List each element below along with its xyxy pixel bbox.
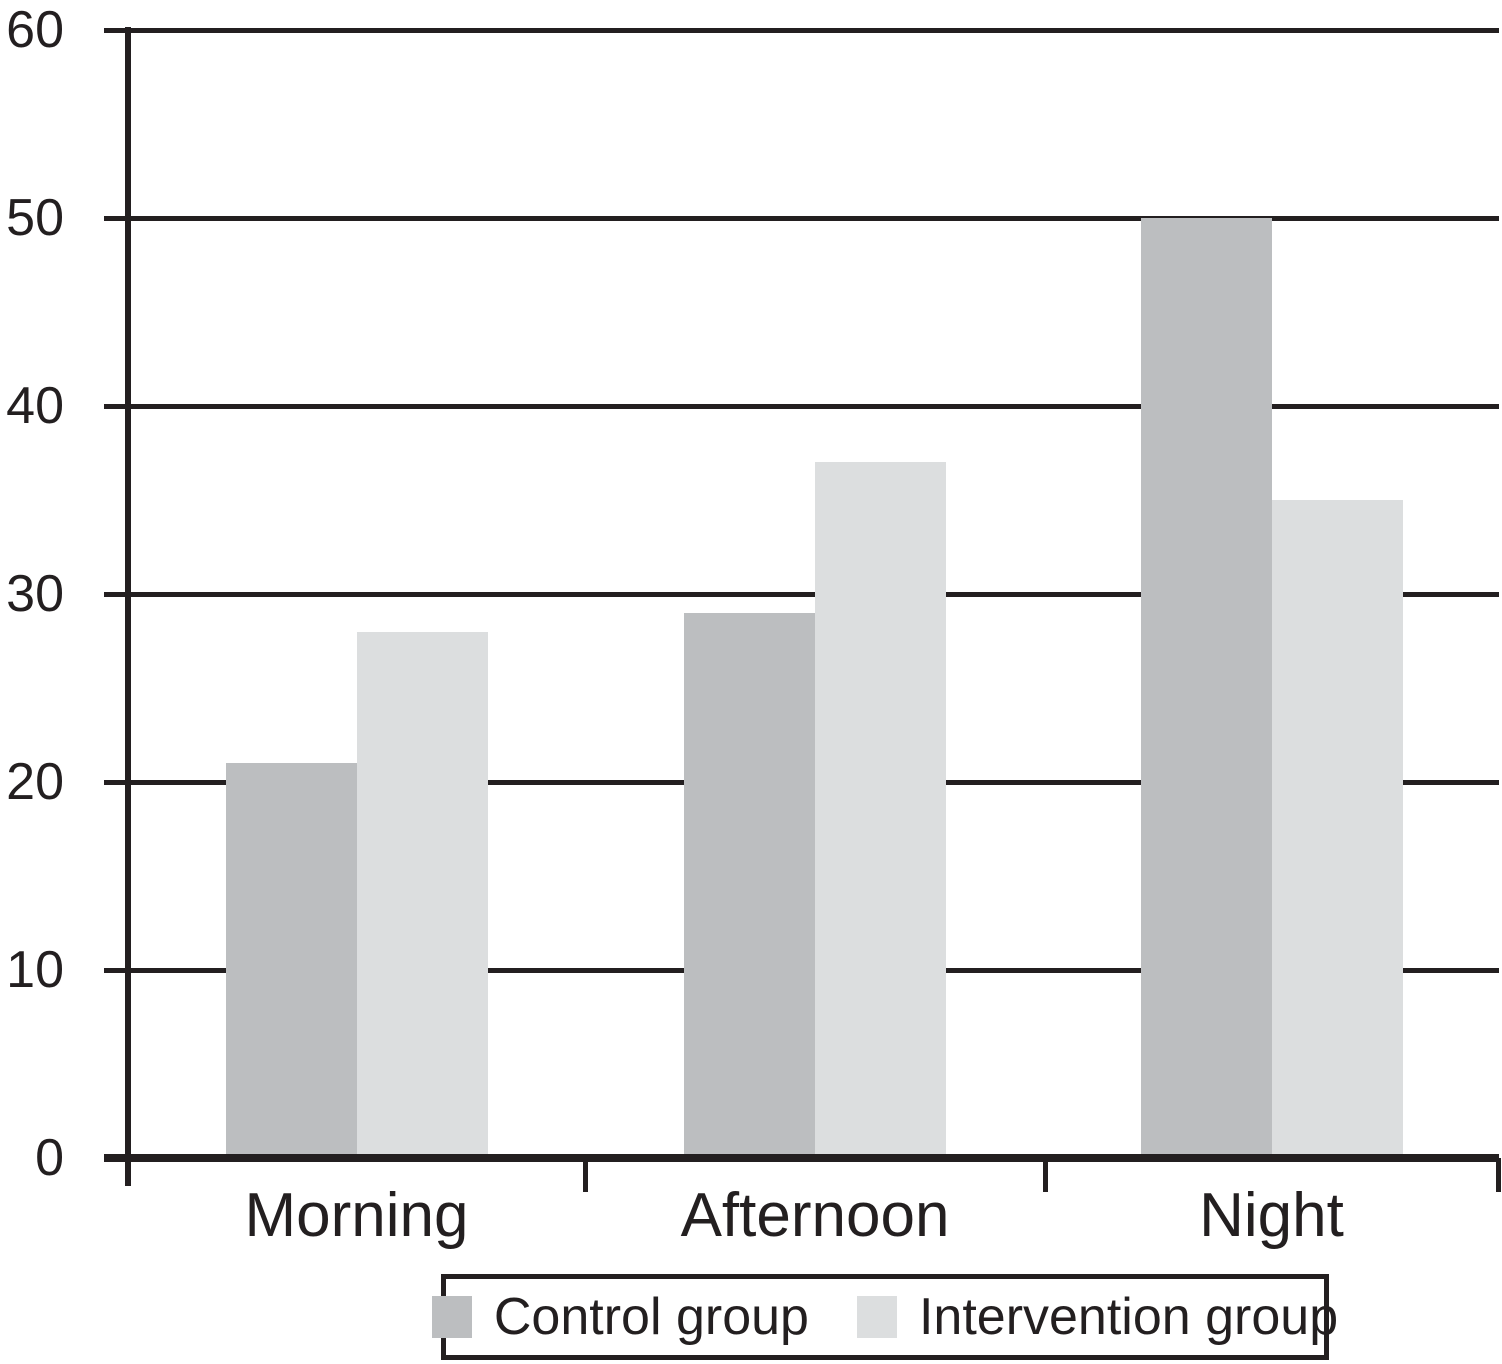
x-tick-1	[583, 1158, 588, 1192]
legend-label-intervention-group: Intervention group	[918, 1288, 1339, 1346]
gridline-40	[104, 403, 1499, 409]
bar-intervention-group-night	[1271, 500, 1403, 1158]
y-tick-label-20: 20	[6, 753, 64, 811]
x-category-label-morning: Morning	[244, 1181, 469, 1250]
y-tick-label-0: 0	[35, 1129, 64, 1187]
legend-item-control-group: Control group	[431, 1288, 809, 1346]
x-category-label-night: Night	[1199, 1181, 1344, 1250]
gridline-50	[104, 215, 1499, 221]
legend-label-control-group: Control group	[493, 1288, 809, 1346]
x-tick-3	[1496, 1158, 1501, 1192]
y-tick-label-10: 10	[6, 941, 64, 999]
gridline-30	[104, 591, 1499, 597]
bar-control-group-afternoon	[684, 612, 815, 1158]
x-category-label-afternoon: Afternoon	[680, 1181, 950, 1250]
y-tick-label-40: 40	[6, 377, 64, 435]
x-axis-line	[104, 1154, 1499, 1162]
bar-control-group-morning	[225, 763, 357, 1158]
x-tick-2	[1043, 1158, 1048, 1192]
bar-intervention-group-afternoon	[815, 462, 946, 1158]
legend: Control group Intervention group	[431, 1274, 1338, 1360]
control-group-swatch	[431, 1296, 472, 1338]
bar-intervention-group-morning	[356, 631, 488, 1158]
bar-control-group-night	[1140, 218, 1272, 1158]
y-tick-label-60: 60	[6, 1, 64, 59]
intervention-group-swatch	[856, 1296, 897, 1338]
y-tick-label-50: 50	[6, 189, 64, 247]
gridline-60	[104, 27, 1499, 33]
y-axis-line	[125, 27, 131, 1186]
y-tick-label-30: 30	[6, 565, 64, 623]
legend-item-intervention-group: Intervention group	[856, 1288, 1339, 1346]
